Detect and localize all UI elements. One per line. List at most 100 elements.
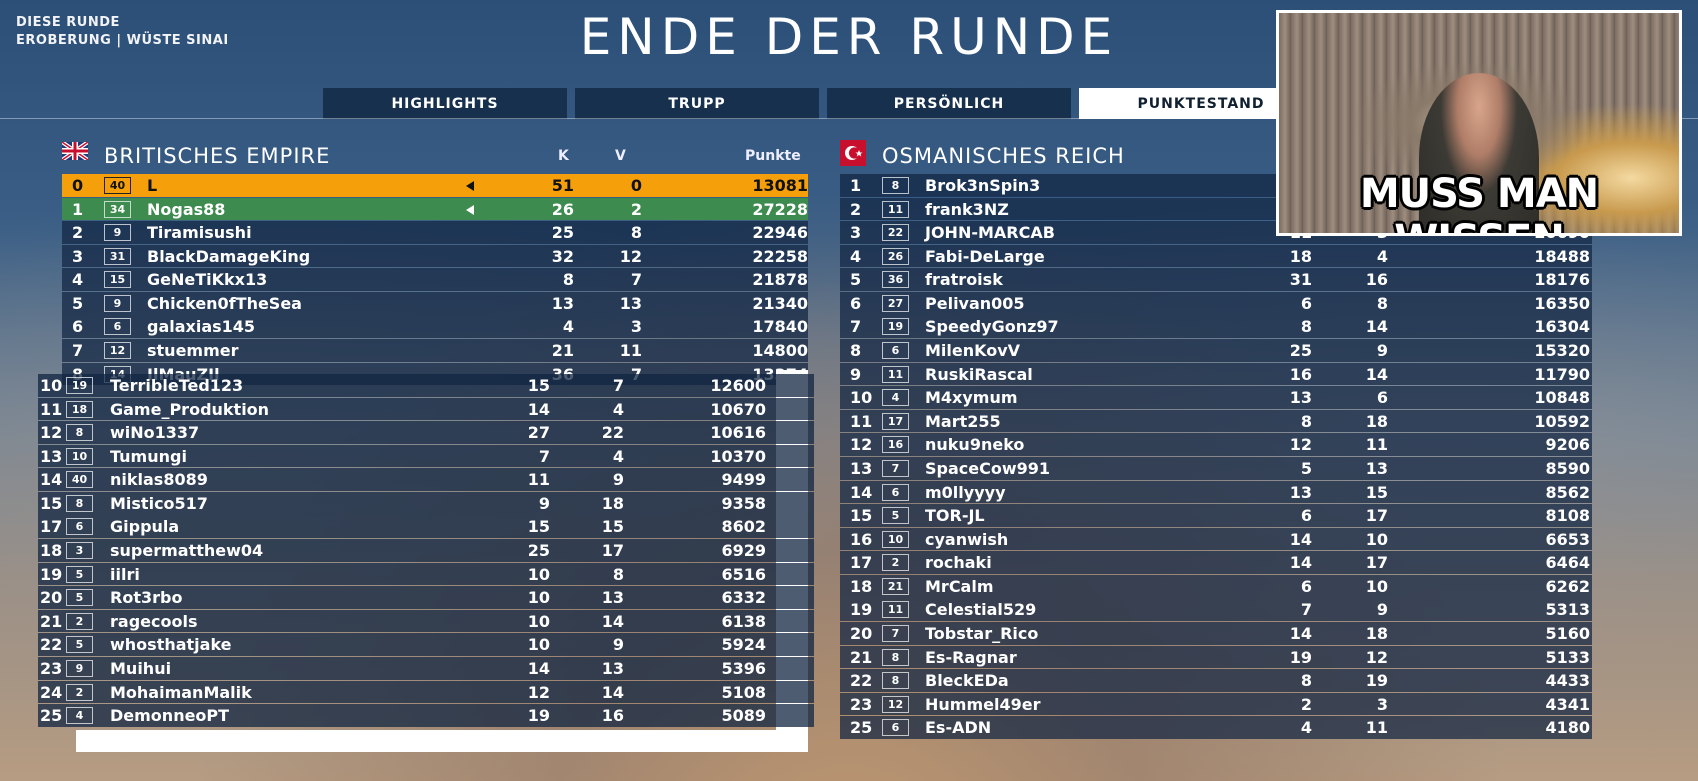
- player-name: Muihui: [110, 658, 172, 678]
- player-points: 21340: [752, 293, 808, 313]
- player-row[interactable]: 12 16 nuku9neko 12 11 9206: [840, 433, 1592, 457]
- tab-highlights[interactable]: HIGHLIGHTS: [323, 88, 567, 119]
- team-name-ottoman: OSMANISCHES REICH: [882, 144, 1125, 168]
- speaker-icon: [466, 204, 474, 215]
- player-row[interactable]: 4 15 GeNeTiKkx13 8 7 21878: [62, 268, 808, 291]
- player-rank: 17: [40, 517, 63, 537]
- player-row[interactable]: 22 8 BleckEDa 8 19 4433: [840, 669, 1592, 692]
- player-rank-badge: 3: [66, 542, 93, 560]
- player-rank: 2: [850, 199, 862, 219]
- player-row[interactable]: 12 8 wiNo1337 27 22 10616: [38, 421, 814, 444]
- player-row-squad[interactable]: 1 34 Nogas88 26 2 27228: [62, 197, 808, 221]
- player-name: Nogas88: [147, 199, 226, 219]
- player-row[interactable]: 20 5 Rot3rbo 10 13 6332: [38, 586, 814, 609]
- player-row[interactable]: 17 6 Gippula 15 15 8602: [38, 515, 814, 539]
- player-kills: 26: [551, 199, 574, 219]
- player-row[interactable]: 2 9 Tiramisushi 25 8 22946: [62, 221, 808, 244]
- player-deaths: 16: [601, 706, 624, 726]
- player-row[interactable]: 24 2 MohaimanMalik 12 14 5108: [38, 680, 814, 704]
- player-row[interactable]: 23 9 Muihui 14 13 5396: [38, 656, 814, 680]
- player-name: MilenKovV: [925, 341, 1021, 361]
- player-deaths: 11: [619, 341, 642, 361]
- player-row[interactable]: 14 40 niklas8089 11 9 9499: [38, 468, 814, 491]
- player-row[interactable]: 19 5 iilri 10 8 6516: [38, 562, 814, 586]
- player-rank-badge: 40: [104, 177, 131, 194]
- player-row[interactable]: 13 10 Tumungi 7 4 10370: [38, 444, 814, 468]
- player-name: Gippula: [110, 517, 180, 537]
- player-rank: 25: [850, 718, 873, 738]
- player-row[interactable]: 20 7 Tobstar_Rico 14 18 5160: [840, 621, 1592, 645]
- player-rank-badge: 10: [882, 530, 909, 548]
- player-rank-badge: 11: [882, 365, 909, 383]
- player-row[interactable]: 3 31 BlackDamageKing 32 12 22258: [62, 244, 808, 268]
- player-row[interactable]: 25 6 Es-ADN 4 11 4180: [840, 716, 1592, 739]
- player-kills: 25: [1289, 341, 1312, 361]
- player-rank: 4: [850, 246, 862, 266]
- player-deaths: 8: [1376, 293, 1388, 313]
- player-row[interactable]: 15 8 Mistico517 9 18 9358: [38, 491, 814, 515]
- player-row[interactable]: 5 36 fratroisk 31 16 18176: [840, 268, 1592, 291]
- player-row[interactable]: 19 11 Celestial529 7 9 5313: [840, 598, 1592, 622]
- team-panel-british: BRITISCHES EMPIRE K V Punkte 0 40 L 51 0 1308…: [62, 140, 808, 386]
- player-rank-badge: 40: [66, 471, 93, 489]
- player-row[interactable]: 7 12 stuemmer 21 11 14800: [62, 339, 808, 362]
- player-kills: 13: [1289, 482, 1312, 502]
- player-rank-badge: 15: [104, 271, 131, 289]
- player-row[interactable]: 18 21 MrCalm 6 10 6262: [840, 574, 1592, 598]
- player-row[interactable]: 10 19 TerribleTed123 15 7 12600: [38, 374, 814, 397]
- white-patch-bottom: [76, 730, 808, 752]
- player-rank-badge: 22: [882, 224, 909, 242]
- player-row[interactable]: 25 4 DemonneoPT 19 16 5089: [38, 704, 814, 727]
- player-rank: 13: [850, 458, 873, 478]
- player-row[interactable]: 16 10 cyanwish 14 10 6653: [840, 527, 1592, 551]
- player-row[interactable]: 23 12 Hummel49er 2 3 4341: [840, 692, 1592, 716]
- player-deaths: 3: [1376, 694, 1388, 714]
- player-name: whosthatjake: [110, 635, 232, 655]
- tab-trupp[interactable]: TRUPP: [575, 88, 819, 119]
- player-row[interactable]: 21 8 Es-Ragnar 19 12 5133: [840, 645, 1592, 669]
- player-deaths: 15: [601, 517, 624, 537]
- player-rank: 1: [850, 176, 862, 195]
- tab-divider: [0, 118, 1698, 119]
- tab-persoenlich[interactable]: PERSÖNLICH: [827, 88, 1071, 119]
- player-rank: 5: [850, 270, 862, 290]
- player-deaths: 9: [1376, 341, 1388, 361]
- player-row[interactable]: 13 7 SpaceCow991 5 13 8590: [840, 456, 1592, 480]
- player-row[interactable]: 11 18 Game_Produktion 14 4 10670: [38, 397, 814, 421]
- tab-bar: HIGHLIGHTS TRUPP PERSÖNLICH PUNKTESTAND: [323, 88, 1323, 119]
- player-rank: 23: [40, 658, 63, 678]
- player-rank: 7: [850, 317, 862, 337]
- player-row[interactable]: 4 26 Fabi-DeLarge 18 4 18488: [840, 244, 1592, 268]
- player-row[interactable]: 18 3 supermatthew04 25 17 6929: [38, 539, 814, 562]
- player-row[interactable]: 9 11 RuskiRascal 16 14 11790: [840, 362, 1592, 386]
- player-kills: 10: [527, 588, 550, 608]
- player-row[interactable]: 5 9 Chicken0fTheSea 13 13 21340: [62, 291, 808, 315]
- player-row[interactable]: 15 5 TOR-JL 6 17 8108: [840, 504, 1592, 527]
- round-info: DIESE RUNDE EROBERUNG | WÜSTE SINAI: [16, 14, 229, 50]
- player-name: Es-ADN: [925, 718, 992, 738]
- player-rank: 4: [72, 270, 84, 290]
- player-row[interactable]: 14 6 m0llyyyy 13 15 8562: [840, 480, 1592, 504]
- player-points: 6929: [721, 541, 766, 561]
- player-points: 5396: [721, 658, 766, 678]
- player-points: 5108: [721, 682, 766, 702]
- player-row[interactable]: 6 27 Pelivan005 6 8 16350: [840, 291, 1592, 315]
- player-deaths: 15: [1365, 482, 1388, 502]
- player-kills: 25: [551, 223, 574, 243]
- player-row[interactable]: 7 19 SpeedyGonz97 8 14 16304: [840, 315, 1592, 339]
- player-row-self[interactable]: 0 40 L 51 0 13081: [62, 174, 808, 197]
- player-kills: 10: [527, 635, 550, 655]
- player-rank-badge: 6: [882, 483, 909, 501]
- player-kills: 19: [1289, 647, 1312, 667]
- player-points: 22258: [752, 246, 808, 266]
- player-row[interactable]: 8 6 MilenKovV 25 9 15320: [840, 339, 1592, 362]
- player-row[interactable]: 17 2 rochaki 14 17 6464: [840, 551, 1592, 574]
- player-row[interactable]: 10 4 M4xymum 13 6 10848: [840, 386, 1592, 409]
- player-name: SpeedyGonz97: [925, 317, 1059, 337]
- player-row[interactable]: 6 6 galaxias145 4 3 17840: [62, 315, 808, 339]
- player-row[interactable]: 22 5 whosthatjake 10 9 5924: [38, 633, 814, 657]
- player-row[interactable]: 21 2 ragecools 10 14 6138: [38, 609, 814, 633]
- player-rank-badge: 2: [66, 612, 93, 630]
- player-points: 6516: [721, 564, 766, 584]
- player-row[interactable]: 11 17 Mart255 8 18 10592: [840, 409, 1592, 433]
